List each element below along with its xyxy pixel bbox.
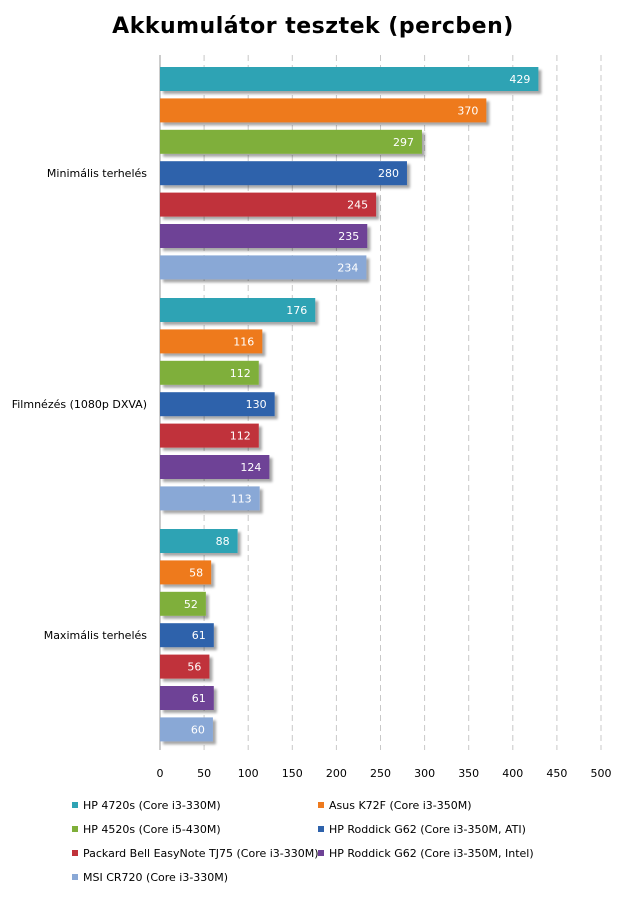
legend: HP 4720s (Core i3-330M) Asus K72F (Core i…	[72, 799, 534, 884]
bar	[160, 392, 275, 417]
category-label: Minimális terhelés	[47, 167, 147, 180]
bar-value-label: 235	[338, 230, 359, 243]
bar-value-label: 370	[457, 104, 478, 117]
bar-value-label: 61	[192, 629, 206, 642]
bar	[160, 98, 487, 123]
x-tick-label: 350	[458, 767, 479, 780]
bar-value-label: 245	[347, 199, 368, 212]
chart-title: Akkumulátor tesztek (percben)	[112, 14, 514, 39]
bar-value-label: 112	[230, 430, 251, 443]
bar	[160, 623, 214, 648]
bar	[160, 161, 407, 186]
bar-value-label: 297	[393, 136, 414, 149]
bar-value-label: 124	[240, 461, 261, 474]
legend-swatch	[318, 850, 324, 856]
legend-swatch	[318, 826, 324, 832]
legend-label: HP 4520s (Core i5-430M)	[83, 823, 221, 836]
x-axis: 0 50 100 150 200 250 300 350 400 450 500	[157, 767, 612, 780]
bar	[160, 654, 210, 679]
bar	[160, 455, 270, 479]
bar	[160, 255, 367, 280]
bar	[160, 360, 259, 385]
bar-value-label: 280	[378, 167, 399, 180]
legend-label: Packard Bell EasyNote TJ75 (Core i3-330M…	[83, 847, 319, 860]
bar	[160, 298, 316, 322]
x-tick-label: 400	[502, 767, 523, 780]
x-tick-label: 200	[326, 767, 347, 780]
bar-value-label: 112	[230, 367, 251, 380]
bar	[160, 486, 260, 511]
x-tick-label: 500	[591, 767, 612, 780]
legend-label: HP Roddick G62 (Core i3-350M, Intel)	[329, 847, 534, 860]
bar-value-label: 234	[337, 261, 358, 274]
category-labels: Minimális terhelés Filmnézés (1080p DXVA)…	[12, 167, 148, 642]
bar	[160, 329, 263, 354]
bar-value-label: 58	[189, 566, 203, 579]
legend-label: HP Roddick G62 (Core i3-350M, ATI)	[329, 823, 526, 836]
bar-value-label: 130	[246, 398, 267, 411]
x-tick-label: 150	[282, 767, 303, 780]
x-tick-label: 250	[370, 767, 391, 780]
bar	[160, 129, 422, 154]
bar	[160, 686, 214, 710]
bar-value-label: 61	[192, 692, 206, 705]
category-label: Maximális terhelés	[44, 629, 148, 642]
bars: 429 370 297 280 245 235 234 176 116 112 130 112 124 1…	[160, 67, 539, 742]
legend-swatch	[72, 850, 78, 856]
bar	[160, 591, 206, 616]
legend-label: HP 4720s (Core i3-330M)	[83, 799, 221, 812]
legend-swatch	[72, 802, 78, 808]
x-tick-label: 100	[238, 767, 259, 780]
x-tick-label: 50	[197, 767, 211, 780]
bar	[160, 423, 259, 448]
bar-value-label: 88	[216, 535, 230, 548]
category-label: Filmnézés (1080p DXVA)	[12, 398, 147, 411]
bar-value-label: 113	[231, 492, 252, 505]
bar-value-label: 60	[191, 723, 205, 736]
x-tick-label: 0	[157, 767, 164, 780]
legend-label: Asus K72F (Core i3-350M)	[329, 799, 472, 812]
legend-label: MSI CR720 (Core i3-330M)	[83, 871, 228, 884]
bar-value-label: 176	[286, 304, 307, 317]
legend-swatch	[318, 802, 324, 808]
bar-value-label: 116	[233, 335, 254, 348]
bar-value-label: 52	[184, 598, 198, 611]
bar-value-label: 429	[509, 73, 530, 86]
bar	[160, 67, 539, 91]
legend-swatch	[72, 874, 78, 880]
bar-value-label: 56	[187, 661, 201, 674]
bar	[160, 224, 368, 248]
x-tick-label: 300	[414, 767, 435, 780]
bar	[160, 529, 238, 553]
bar	[160, 717, 213, 742]
x-tick-label: 450	[546, 767, 567, 780]
legend-swatch	[72, 826, 78, 832]
bar	[160, 192, 377, 217]
bar	[160, 560, 212, 585]
